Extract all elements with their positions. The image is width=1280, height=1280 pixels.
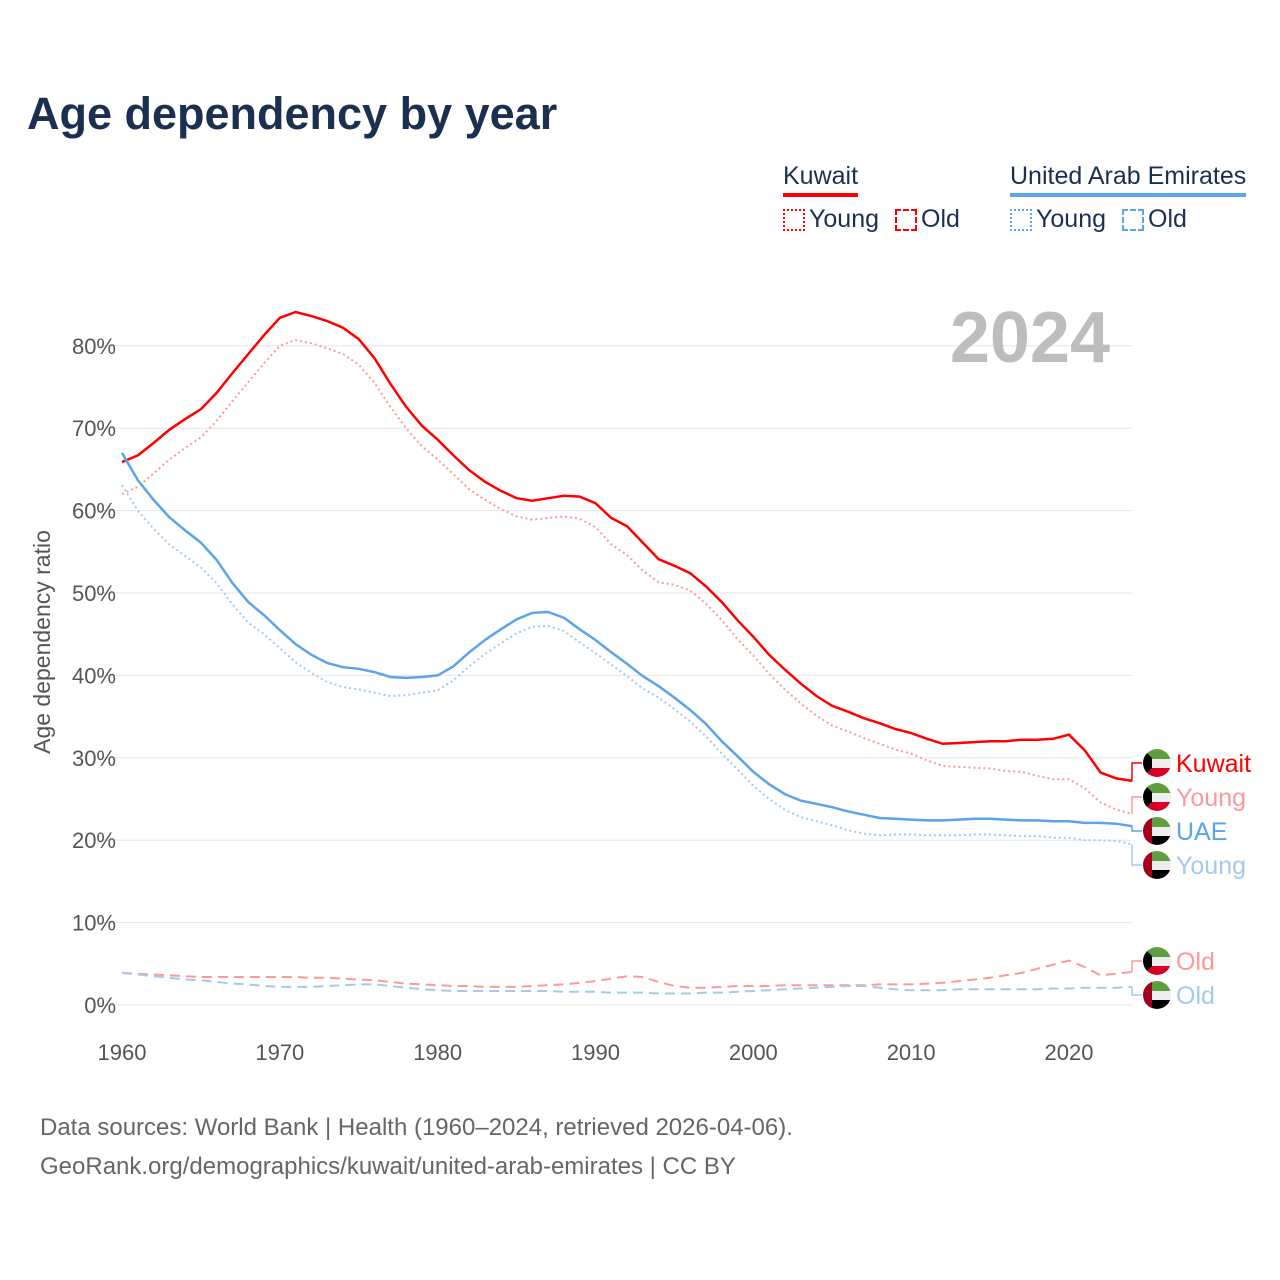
legend-label: Young <box>1036 205 1106 233</box>
series-lines <box>120 310 1133 995</box>
y-tick-label: 20% <box>72 828 116 853</box>
dashed-swatch-icon <box>895 208 917 231</box>
legend-kuwait-title: Kuwait <box>783 162 859 197</box>
label-connector <box>1131 986 1142 996</box>
footer: Data sources: World Bank | Health (1960–… <box>40 1108 793 1186</box>
dotted-swatch-icon <box>783 208 805 231</box>
label-connector <box>1131 960 1142 973</box>
end-label: UAE <box>1176 818 1227 846</box>
end-label: Old <box>1176 948 1215 976</box>
legend-uae-title: United Arab Emirates <box>1010 162 1247 197</box>
label-connector <box>1131 844 1142 866</box>
source-link[interactable]: GeoRank.org/demographics/kuwait/united-a… <box>40 1153 736 1180</box>
y-tick-label: 10% <box>72 911 116 936</box>
uae-flag-icon <box>1143 981 1171 1009</box>
legend-label: Old <box>921 205 960 233</box>
y-tick-label: 60% <box>72 499 116 524</box>
end-label: Young <box>1176 784 1246 812</box>
end-label: Young <box>1176 852 1246 880</box>
label-connector <box>1131 762 1142 781</box>
x-tick-label: 1960 <box>98 1040 147 1065</box>
series-line-uae-old <box>121 971 1133 995</box>
year-watermark: 2024 <box>950 298 1110 378</box>
y-tick-label: 70% <box>72 416 116 441</box>
data-source: Data sources: World Bank | Health (1960–… <box>40 1114 793 1141</box>
legend-kuwait-young: Young <box>783 205 879 234</box>
legend-kuwait: Kuwait Young Old <box>783 162 960 234</box>
kuwait-flag-icon <box>1143 783 1171 811</box>
x-tick-label: 2010 <box>887 1040 936 1065</box>
dotted-swatch-icon <box>1010 208 1032 231</box>
y-tick-label: 80% <box>72 334 116 359</box>
legend-kuwait-old: Old <box>895 205 960 234</box>
end-labels: Kuwait Young UAE Young Old Old <box>1131 749 1251 1010</box>
label-connector <box>1131 826 1142 832</box>
y-tick-label: 50% <box>72 581 116 606</box>
dashed-swatch-icon <box>1122 208 1144 231</box>
x-tick-label: 2020 <box>1045 1040 1094 1065</box>
y-tick-label: 40% <box>72 663 116 688</box>
kuwait-flag-icon <box>1143 749 1171 777</box>
series-line-kuwait-old <box>121 959 1133 989</box>
x-tick-label: 1970 <box>255 1040 304 1065</box>
y-tick-label: 30% <box>72 746 116 771</box>
legend-uae-old: Old <box>1122 205 1187 234</box>
end-label: Old <box>1176 982 1215 1010</box>
series-line-uae <box>120 452 1133 828</box>
x-tick-label: 1980 <box>413 1040 462 1065</box>
x-tick-label: 2000 <box>729 1040 778 1065</box>
chart-title: Age dependency by year <box>27 88 558 139</box>
x-tick-label: 1990 <box>571 1040 620 1065</box>
uae-flag-icon <box>1143 817 1171 845</box>
legend-label: Old <box>1148 205 1187 233</box>
y-tick-label: 0% <box>84 993 116 1018</box>
uae-flag-icon <box>1143 851 1171 879</box>
legend-uae: United Arab Emirates Young Old <box>1010 162 1247 234</box>
legend-uae-young: Young <box>1010 205 1106 234</box>
series-line-kuwait <box>121 310 1133 783</box>
legend-label: Young <box>809 205 879 233</box>
label-connector <box>1131 796 1142 814</box>
series-line-kuwait-young <box>121 338 1133 815</box>
kuwait-flag-icon <box>1143 947 1171 975</box>
end-label: Kuwait <box>1176 750 1251 778</box>
grid: 0% 10% 20% 30% 40% 50% 60% 70% 80% 1960 1970 1980 19… <box>72 334 1132 1065</box>
y-axis-label: Age dependency ratio <box>29 530 55 754</box>
